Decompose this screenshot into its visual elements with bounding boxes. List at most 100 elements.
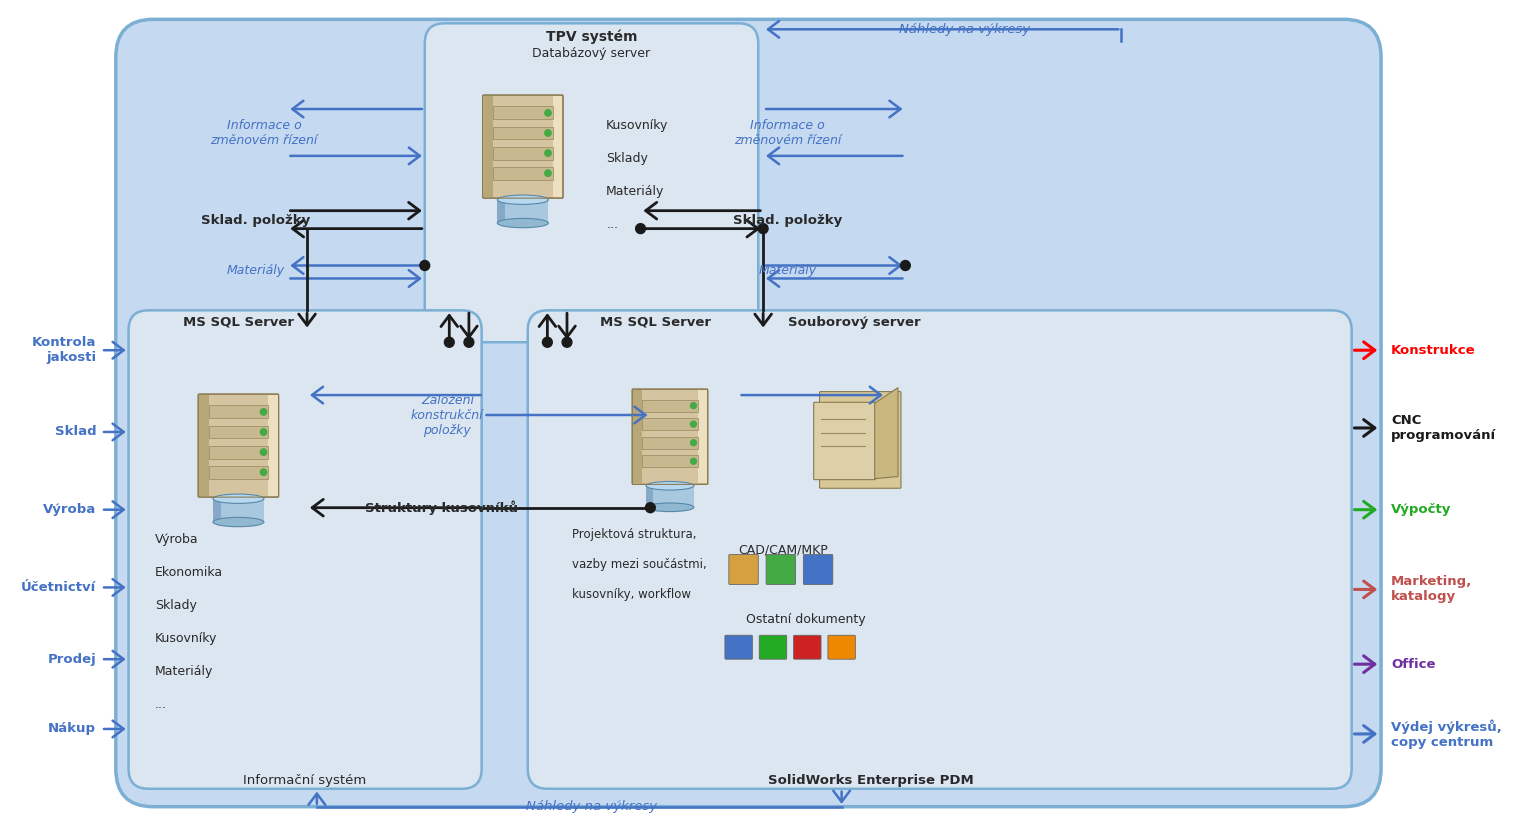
Bar: [209, 445, 269, 459]
Bar: [697, 390, 707, 484]
Text: Sklad. položky: Sklad. položky: [732, 214, 842, 227]
Bar: [493, 167, 552, 179]
Bar: [269, 395, 278, 496]
Circle shape: [545, 150, 551, 156]
Text: CNC
programování: CNC programování: [1390, 414, 1495, 442]
Text: ...: ...: [156, 697, 166, 711]
FancyBboxPatch shape: [116, 19, 1381, 806]
Text: MS SQL Server: MS SQL Server: [183, 316, 295, 329]
Bar: [642, 418, 697, 430]
Circle shape: [420, 260, 430, 270]
Ellipse shape: [214, 494, 264, 504]
Circle shape: [545, 170, 551, 177]
Text: Informační systém: Informační systém: [244, 774, 366, 787]
Text: Souborový server: Souborový server: [787, 316, 920, 329]
Text: Kontrola
jakosti: Kontrola jakosti: [32, 336, 96, 364]
Text: Kusovníky: Kusovníky: [156, 632, 217, 645]
Bar: [209, 425, 269, 439]
Text: Materiály: Materiály: [227, 264, 285, 277]
Circle shape: [691, 421, 696, 427]
Text: Nákup: Nákup: [49, 722, 96, 736]
Text: Konstrukce: Konstrukce: [1390, 344, 1476, 357]
FancyBboxPatch shape: [819, 392, 900, 488]
Circle shape: [261, 429, 267, 435]
FancyBboxPatch shape: [482, 95, 563, 198]
Circle shape: [464, 337, 473, 347]
Bar: [209, 405, 269, 419]
Bar: [484, 96, 493, 197]
Text: Prodej: Prodej: [47, 653, 96, 666]
FancyBboxPatch shape: [632, 389, 708, 485]
FancyBboxPatch shape: [128, 310, 482, 789]
Bar: [645, 485, 653, 507]
Text: vazby mezi součástmi,: vazby mezi součástmi,: [572, 558, 707, 571]
Bar: [642, 455, 697, 467]
Text: Sklady: Sklady: [606, 153, 649, 165]
Text: Výdej výkresů,
copy centrum: Výdej výkresů, copy centrum: [1390, 719, 1502, 749]
Text: Informace o
změnovém řízení: Informace o změnovém řízení: [211, 119, 317, 147]
Bar: [493, 147, 552, 159]
Circle shape: [562, 337, 572, 347]
FancyBboxPatch shape: [424, 23, 758, 342]
Ellipse shape: [214, 517, 264, 527]
Text: Sklady: Sklady: [156, 599, 197, 612]
Text: Výroba: Výroba: [156, 533, 198, 546]
Ellipse shape: [497, 219, 548, 228]
Circle shape: [261, 469, 267, 475]
Text: Informace o
změnovém řízení: Informace o změnovém řízení: [734, 119, 841, 147]
Bar: [493, 127, 552, 139]
Ellipse shape: [645, 481, 694, 490]
Text: Náhledy na výkresy: Náhledy na výkresy: [899, 23, 1030, 36]
Circle shape: [691, 440, 696, 445]
Text: ...: ...: [606, 219, 618, 231]
Bar: [214, 499, 221, 522]
Text: CAD/CAM/MKP: CAD/CAM/MKP: [739, 543, 827, 556]
Text: TPV systém: TPV systém: [546, 29, 638, 43]
FancyBboxPatch shape: [528, 310, 1352, 789]
Circle shape: [542, 337, 552, 347]
Bar: [209, 465, 269, 479]
Ellipse shape: [497, 195, 548, 204]
Circle shape: [645, 503, 655, 513]
Circle shape: [261, 449, 267, 455]
Text: Databázový server: Databázový server: [533, 47, 650, 60]
Text: Struktury kusovníků: Struktury kusovníků: [365, 500, 517, 515]
Bar: [633, 390, 642, 484]
Text: Sklad. položky: Sklad. položky: [201, 214, 311, 227]
FancyBboxPatch shape: [794, 636, 821, 659]
Circle shape: [900, 260, 911, 270]
Bar: [497, 199, 505, 223]
Circle shape: [691, 403, 696, 409]
Text: Ostatní dokumenty: Ostatní dokumenty: [746, 613, 865, 626]
Text: Materiály: Materiály: [156, 665, 214, 678]
FancyBboxPatch shape: [766, 555, 795, 585]
Text: Kusovníky: Kusovníky: [606, 119, 668, 133]
FancyBboxPatch shape: [729, 555, 758, 585]
Text: Projektová struktura,: Projektová struktura,: [572, 528, 696, 541]
Ellipse shape: [645, 503, 694, 511]
Text: Office: Office: [1390, 658, 1436, 671]
Bar: [493, 107, 552, 119]
Text: Účetnictví: Účetnictví: [21, 581, 96, 594]
Bar: [214, 499, 264, 522]
Text: kusovníky, workflow: kusovníky, workflow: [572, 588, 691, 601]
Circle shape: [545, 130, 551, 136]
Text: Ekonomika: Ekonomika: [156, 566, 223, 579]
Circle shape: [444, 337, 455, 347]
Circle shape: [691, 458, 696, 465]
Text: Založení
konstrukční
položky: Založení konstrukční položky: [410, 394, 484, 436]
FancyBboxPatch shape: [198, 394, 279, 497]
Text: Náhledy na výkresy: Náhledy na výkresy: [526, 800, 658, 813]
Bar: [642, 399, 697, 412]
Bar: [200, 395, 209, 496]
Text: Výpočty: Výpočty: [1390, 503, 1451, 516]
Circle shape: [758, 224, 768, 234]
Text: Marketing,
katalogy: Marketing, katalogy: [1390, 575, 1473, 604]
Text: Materiály: Materiály: [758, 264, 816, 277]
Bar: [642, 437, 697, 449]
Text: Výroba: Výroba: [43, 503, 96, 516]
Circle shape: [545, 110, 551, 116]
Bar: [645, 485, 694, 507]
Polygon shape: [874, 388, 897, 479]
FancyBboxPatch shape: [803, 555, 833, 585]
